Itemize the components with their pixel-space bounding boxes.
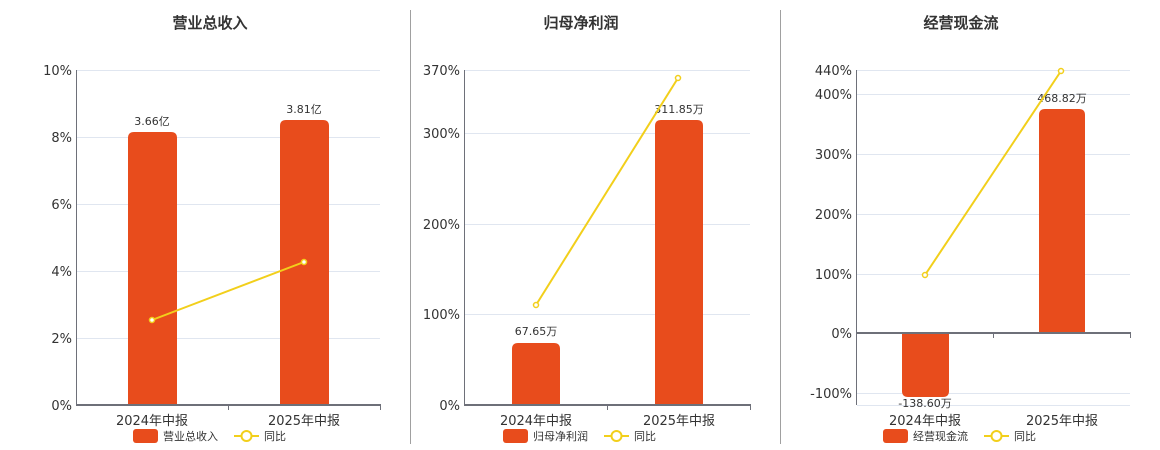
- svg-text:0%: 0%: [439, 399, 460, 414]
- yoy-point-2025[interactable]: [300, 258, 308, 266]
- svg-text:4%: 4%: [51, 265, 72, 280]
- svg-text:8%: 8%: [51, 131, 72, 146]
- bar-2024[interactable]: [902, 333, 949, 397]
- legend: 归母净利润 同比: [503, 429, 656, 443]
- x-label-2025: 2025年中报: [1026, 414, 1098, 429]
- x-label-2024: 2024年中报: [116, 414, 188, 429]
- chart-title: 经营现金流: [923, 14, 999, 32]
- svg-text:6%: 6%: [51, 198, 72, 213]
- bar-2025[interactable]: [1039, 109, 1085, 333]
- net-profit-chart: 370% 300% 200% 100% 0% 67.65万 311.85万 20…: [423, 64, 751, 443]
- x-label-2025: 2025年中报: [643, 414, 715, 429]
- bar-2024[interactable]: [512, 343, 560, 405]
- x-label-2024: 2024年中报: [889, 414, 961, 429]
- svg-text:370%: 370%: [423, 64, 460, 79]
- svg-text:100%: 100%: [815, 268, 852, 283]
- legend-line-label[interactable]: 同比: [634, 430, 656, 443]
- yoy-line: [151, 261, 305, 321]
- svg-text:-100%: -100%: [810, 387, 852, 402]
- chart-panel-net-profit: 归母净利润 370% 300% 200% 100% 0% 67.65万 311.…: [423, 14, 751, 443]
- bar-2024[interactable]: [128, 132, 177, 405]
- y-axis-labels: 370% 300% 200% 100% 0%: [423, 64, 460, 414]
- legend-bar-swatch[interactable]: [133, 429, 158, 443]
- yoy-point-2024[interactable]: [532, 301, 540, 309]
- svg-text:0%: 0%: [51, 399, 72, 414]
- chart-title: 归母净利润: [543, 14, 619, 32]
- yoy-point-2024[interactable]: [921, 271, 929, 279]
- svg-text:300%: 300%: [423, 127, 460, 142]
- legend-line-label[interactable]: 同比: [264, 430, 286, 443]
- svg-text:200%: 200%: [423, 218, 460, 233]
- svg-text:200%: 200%: [815, 208, 852, 223]
- legend-line-marker-icon: [240, 430, 253, 442]
- svg-text:400%: 400%: [815, 88, 852, 103]
- bar-label-2024: 3.66亿: [134, 115, 170, 128]
- grid-lines: [77, 70, 380, 339]
- yoy-point-2025[interactable]: [1057, 67, 1065, 75]
- grid-lines: [857, 70, 1130, 406]
- legend: 营业总收入 同比: [133, 429, 286, 443]
- y-axis-labels: 440% 400% 300% 200% 100% 0% -100%: [810, 64, 852, 402]
- legend: 经营现金流 同比: [883, 429, 1036, 443]
- chart-title: 营业总收入: [172, 14, 248, 32]
- bar-label-2025: 311.85万: [654, 103, 704, 116]
- bar-2025[interactable]: [655, 120, 703, 405]
- yoy-line: [924, 70, 1062, 276]
- bar-label-2025: 468.82万: [1037, 92, 1087, 105]
- bar-label-2025: 3.81亿: [286, 103, 322, 116]
- legend-line-marker-icon: [610, 430, 623, 442]
- svg-text:0%: 0%: [831, 327, 852, 342]
- legend-line-label[interactable]: 同比: [1014, 430, 1036, 443]
- yoy-line: [535, 77, 679, 306]
- legend-line-marker-icon: [990, 430, 1003, 442]
- yoy-point-2025[interactable]: [674, 74, 682, 82]
- panel-divider-2: [780, 10, 781, 444]
- revenue-chart: 10% 8% 6% 4% 2% 0% 3.66亿 3.81亿 2024年中报 2…: [43, 64, 381, 443]
- svg-text:10%: 10%: [43, 64, 72, 79]
- bar-label-2024: -138.60万: [898, 397, 951, 410]
- legend-bar-label[interactable]: 营业总收入: [163, 429, 218, 443]
- legend-bar-label[interactable]: 归母净利润: [533, 429, 588, 443]
- chart-panel-revenue: 营业总收入 10% 8% 6% 4% 2% 0% 3.66亿 3.81亿: [0, 0, 410, 450]
- svg-text:2%: 2%: [51, 332, 72, 347]
- panel-divider-1: [410, 10, 411, 444]
- yoy-point-2024[interactable]: [148, 316, 156, 324]
- svg-text:440%: 440%: [815, 64, 852, 79]
- y-axis-labels: 10% 8% 6% 4% 2% 0%: [43, 64, 72, 414]
- legend-bar-label[interactable]: 经营现金流: [913, 429, 968, 443]
- legend-bar-swatch[interactable]: [503, 429, 528, 443]
- bar-label-2024: 67.65万: [515, 325, 558, 338]
- x-label-2024: 2024年中报: [500, 414, 572, 429]
- x-label-2025: 2025年中报: [268, 414, 340, 429]
- svg-text:300%: 300%: [815, 148, 852, 163]
- legend-bar-swatch[interactable]: [883, 429, 908, 443]
- svg-text:100%: 100%: [423, 308, 460, 323]
